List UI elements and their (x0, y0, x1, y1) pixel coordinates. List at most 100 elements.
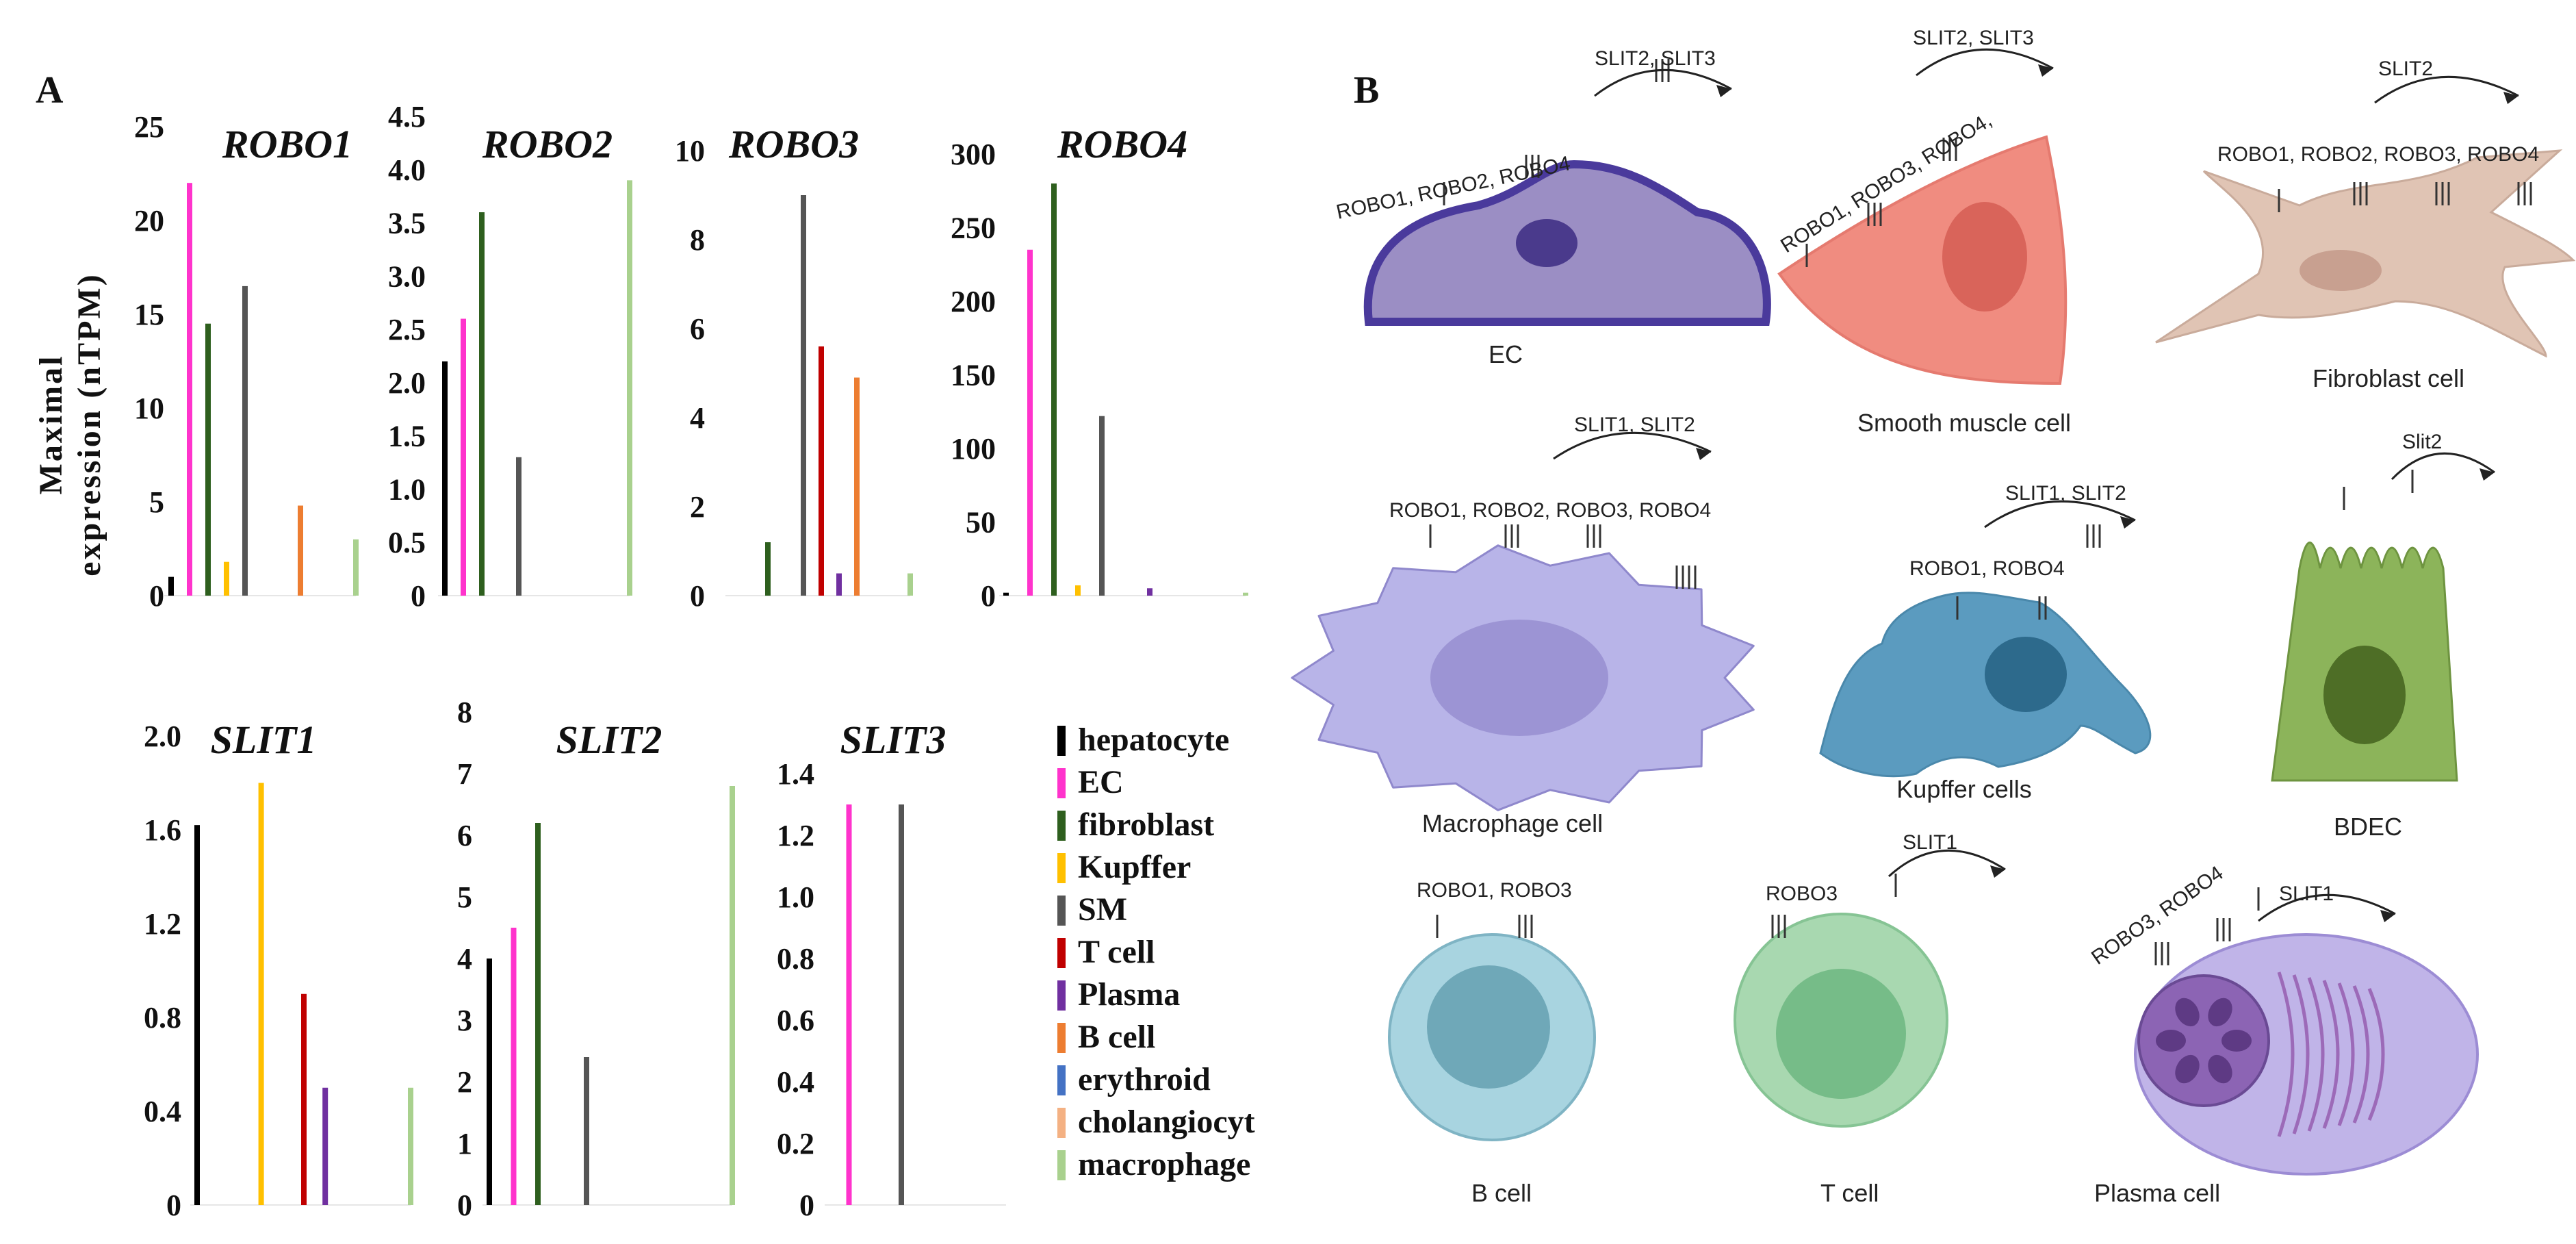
chart-robo4: ROBO4 0 50 100 150 200 250 300 (951, 122, 1248, 613)
y-tick-label: 0 (411, 579, 426, 613)
chart-title: ROBO3 (728, 122, 859, 166)
chart-slit2: SLIT2 0 1 2 3 4 5 6 7 8 (457, 696, 735, 1222)
y-tick-label: 1.4 (777, 757, 814, 791)
arrow-head (2380, 910, 2395, 922)
bar-plasma (1147, 588, 1152, 596)
bar-macrophage (1243, 592, 1248, 596)
legend-label: hepatocyte (1078, 722, 1229, 758)
legend-item-kupffer: Kupffer (1057, 849, 1191, 885)
y-tick-label: 8 (690, 223, 705, 257)
y-tick-label: 1.0 (388, 472, 426, 506)
fibroblast-nucleus (2300, 250, 2382, 291)
y-tick-label: 0.2 (777, 1127, 814, 1160)
bdec-ligands: Slit2 (2402, 431, 2442, 453)
chart-robo1: ROBO1 0 5 10 15 20 25 (134, 110, 359, 613)
y-tick-label: 25 (134, 110, 164, 144)
legend-item-hepatocyte: hepatocyte (1057, 722, 1229, 758)
sm-ligands: SLIT2, SLIT3 (1913, 27, 2034, 49)
y-tick-label: 0 (457, 1189, 472, 1222)
bar-fibroblast (535, 823, 541, 1205)
y-tick-label: 15 (134, 298, 164, 331)
legend-label: macrophage (1078, 1146, 1250, 1182)
er-membrane (2352, 985, 2370, 1124)
y-tick-label: 10 (675, 134, 705, 168)
kupffer-receptors: ROBO1, ROBO4 (1909, 557, 2065, 580)
chart-title: SLIT3 (840, 718, 946, 762)
chart-title: ROBO2 (482, 122, 613, 166)
er-membrane (2277, 972, 2295, 1137)
secretion-arrow (1553, 431, 1712, 460)
legend-label: T cell (1078, 934, 1155, 970)
y-tick-label: 0 (799, 1189, 814, 1222)
bar-sm (899, 804, 904, 1205)
chart-title: ROBO1 (222, 122, 352, 166)
bar-ec (846, 804, 852, 1205)
bar-kupffer (258, 783, 264, 1205)
y-tick-label: 2 (690, 490, 705, 524)
y-tick-label: 0.8 (777, 942, 814, 976)
secretion-arrow (1984, 500, 2136, 529)
y-tick-label: 2 (457, 1065, 472, 1099)
er-membrane (2367, 988, 2385, 1121)
cell-fibroblast: ROBO1, ROBO2, ROBO3, ROBO4 SLIT2 Fibroblas… (2155, 58, 2576, 392)
bar-kupffer (224, 561, 229, 596)
bar-macrophage (730, 786, 735, 1205)
bar-fibroblast (479, 212, 485, 596)
bar-sm (1099, 416, 1105, 596)
ec-name: EC (1489, 340, 1523, 368)
chart-slit3: SLIT3 0 0.2 0.4 0.6 0.8 1.0 1.2 1.4 (777, 718, 1006, 1222)
bar-hepatocyte (442, 361, 448, 596)
y-tick-label: 3.0 (388, 259, 426, 293)
y-tick-label: 50 (966, 506, 996, 540)
legend-label: EC (1078, 764, 1124, 800)
legend-swatch (1057, 853, 1066, 883)
arrow-head (2480, 468, 2495, 481)
cell-b-cell: ROBO1, ROBO3 B cell (1388, 879, 1596, 1207)
legend-item-plasma: Plasma (1057, 976, 1180, 1013)
sm-body (1777, 135, 2068, 385)
y-tick-label: 4.5 (388, 100, 426, 134)
y-tick-label: 1.2 (777, 819, 814, 852)
y-axis-label-line2: expression (nTPM) (71, 272, 107, 576)
y-tick-label: 0.5 (388, 526, 426, 559)
chart-title: SLIT1 (211, 718, 317, 762)
arrow-head (1990, 865, 2005, 878)
sm-nucleus (1942, 202, 2027, 312)
fibroblast-body (2155, 149, 2576, 358)
legend-label: B cell (1078, 1019, 1155, 1055)
tcell-name: T cell (1820, 1179, 1879, 1207)
bar-kupffer (1075, 585, 1081, 596)
macrophage-nucleus (1430, 620, 1608, 736)
chart-robo2: ROBO2 0 0.5 1.0 1.5 2.0 2.5 3.0 3.5 4.0 4.5 (388, 100, 632, 613)
plasma-ligands: SLIT1 (2279, 883, 2334, 905)
y-tick-label: 0.4 (144, 1095, 181, 1128)
legend-swatch (1057, 938, 1066, 968)
er-membrane (2337, 982, 2355, 1126)
kupffer-name: Kupffer cells (1896, 775, 2031, 803)
macrophage-receptors: ROBO1, ROBO2, ROBO3, ROBO4 (1389, 499, 1711, 522)
legend-item-b-cell: B cell (1057, 1019, 1155, 1055)
secretion-arrow (2258, 893, 2396, 922)
chart-robo3: ROBO3 0 2 4 6 8 10 (675, 122, 913, 613)
chromatin-blob (2208, 998, 2232, 1027)
y-tick-label: 1.5 (388, 420, 426, 453)
legend-swatch (1057, 896, 1066, 926)
y-tick-label: 6 (457, 819, 472, 852)
y-tick-label: 0.4 (777, 1065, 814, 1099)
y-tick-label: 3.5 (388, 207, 426, 240)
legend-swatch (1057, 1023, 1066, 1053)
y-tick-label: 0.8 (144, 1001, 181, 1034)
legend-item-erythroid: erythroid (1057, 1061, 1211, 1097)
bar-ec (1027, 249, 1033, 596)
bar-b-cell (298, 505, 303, 596)
bar-fibroblast (205, 323, 211, 596)
bar-fibroblast (765, 542, 771, 596)
fibroblast-ligands: SLIT2 (2378, 58, 2433, 80)
y-tick-label: 300 (951, 138, 996, 171)
bcell-name: B cell (1471, 1179, 1532, 1207)
fibroblast-name: Fibroblast cell (2313, 364, 2464, 392)
